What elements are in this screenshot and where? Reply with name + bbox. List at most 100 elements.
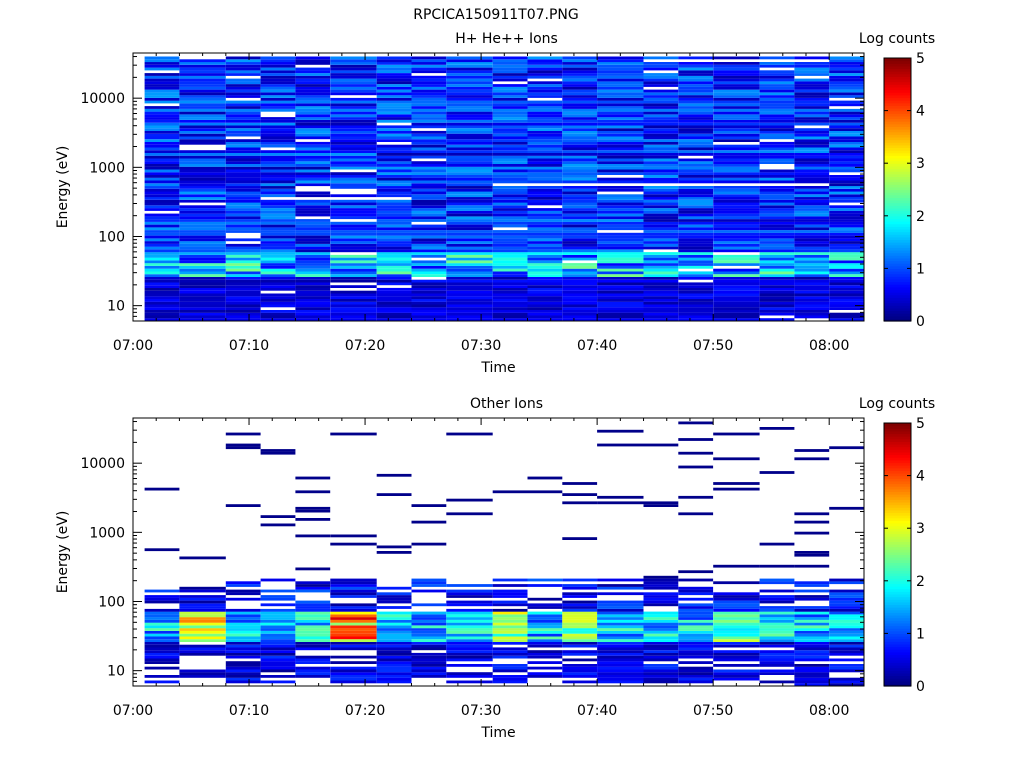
heatmap-cell — [829, 307, 864, 310]
heatmap-cell — [144, 661, 180, 664]
heatmap-cell — [179, 208, 226, 211]
heatmap-cell — [260, 92, 296, 96]
heatmap-cell — [179, 164, 226, 167]
heatmap-cell — [295, 117, 331, 120]
colorbar-swatch — [884, 205, 911, 209]
heatmap-cell — [144, 194, 180, 198]
heatmap-cell — [643, 89, 679, 93]
heatmap-cell — [330, 625, 377, 629]
heatmap-cell — [179, 595, 226, 598]
heatmap-cell — [260, 669, 296, 673]
heatmap-cell — [597, 144, 644, 148]
heatmap-cell — [446, 117, 493, 120]
heatmap-cell — [597, 216, 644, 220]
heatmap-cell — [295, 158, 331, 162]
heatmap-cell — [446, 595, 493, 598]
heatmap-cell — [829, 84, 864, 87]
heatmap-cell — [330, 230, 377, 233]
colorbar-swatch — [884, 244, 911, 248]
heatmap-cell — [411, 652, 447, 656]
heatmap-cell — [759, 268, 795, 272]
heatmap-cell — [492, 630, 528, 634]
heatmap-cell — [492, 230, 528, 233]
heatmap-cell — [330, 243, 377, 247]
heatmap-cell — [225, 194, 261, 198]
heatmap-cell — [562, 611, 598, 615]
heatmap-cell — [829, 224, 864, 228]
heatmap-cell — [829, 254, 864, 258]
heatmap-cell — [643, 180, 679, 184]
heatmap-cell — [295, 153, 331, 156]
heatmap-cell — [597, 92, 644, 96]
heatmap-cell — [678, 633, 714, 637]
heatmap-cell — [759, 180, 795, 184]
heatmap-cell — [225, 125, 261, 129]
panel-title: Other Ions — [470, 396, 543, 412]
heatmap-cell — [643, 625, 679, 629]
heatmap-cell — [794, 644, 830, 648]
heatmap-cell — [295, 655, 331, 659]
heatmap-cell — [376, 666, 412, 670]
colorbar-swatch — [884, 662, 911, 666]
heatmap-cell — [144, 180, 180, 184]
heatmap-cell — [643, 664, 679, 667]
heatmap-cell — [295, 625, 331, 629]
heatmap-cell — [260, 578, 296, 582]
heatmap-cell — [527, 312, 563, 316]
heatmap-cell — [411, 260, 447, 264]
heatmap-cell — [376, 243, 412, 247]
heatmap-cell — [330, 97, 377, 101]
heatmap-cell — [295, 622, 331, 626]
heatmap-cell — [643, 669, 679, 673]
heatmap-cell — [330, 235, 377, 239]
heatmap-cell — [260, 230, 296, 233]
heatmap-cell — [446, 210, 493, 214]
colorbar-swatch — [884, 649, 911, 653]
colorbar-tick-label: 2 — [916, 209, 925, 225]
heatmap-cell — [225, 186, 261, 189]
heatmap-cell — [678, 622, 714, 626]
heatmap-cell — [260, 155, 296, 159]
heatmap-cell — [179, 230, 226, 233]
heatmap-cell — [295, 279, 331, 283]
heatmap-cell — [492, 100, 528, 104]
heatmap-cell — [260, 619, 296, 623]
heatmap-cell — [330, 622, 377, 626]
heatmap-cell — [643, 636, 679, 640]
heatmap-cell — [643, 62, 679, 65]
heatmap-cell — [678, 64, 714, 68]
colorbar-swatch — [884, 165, 911, 170]
heatmap-cell — [678, 188, 714, 192]
heatmap-cell — [713, 636, 760, 640]
colorbar-swatch — [884, 263, 911, 267]
heatmap-cell — [260, 655, 296, 659]
heatmap-cell — [376, 119, 412, 123]
heatmap-cell — [295, 312, 331, 316]
colorbar-swatch — [884, 210, 911, 214]
heatmap-cell — [295, 285, 331, 288]
heatmap-cell — [225, 282, 261, 286]
heatmap-cell — [713, 644, 760, 648]
heatmap-cell — [829, 169, 864, 173]
heatmap-cell — [794, 276, 830, 280]
heatmap-cell — [829, 238, 864, 242]
heatmap-cell — [295, 81, 331, 85]
heatmap-cell — [643, 158, 679, 162]
heatmap-cell — [260, 141, 296, 145]
heatmap-cell — [527, 216, 563, 220]
heatmap-cell — [643, 628, 679, 631]
heatmap-cell — [225, 650, 261, 653]
heatmap-cell — [527, 191, 563, 195]
heatmap-cell — [295, 589, 331, 593]
colorbar-swatch — [884, 271, 911, 275]
heatmap-cell — [597, 279, 644, 283]
heatmap-cell — [829, 56, 864, 60]
heatmap-cell — [179, 108, 226, 112]
heatmap-cell — [330, 666, 377, 670]
heatmap-cell — [144, 150, 180, 153]
heatmap-cell — [794, 191, 830, 195]
heatmap-cell — [330, 213, 377, 217]
heatmap-cell — [225, 144, 261, 148]
heatmap-cell — [562, 293, 598, 297]
heatmap-cell — [713, 136, 760, 140]
